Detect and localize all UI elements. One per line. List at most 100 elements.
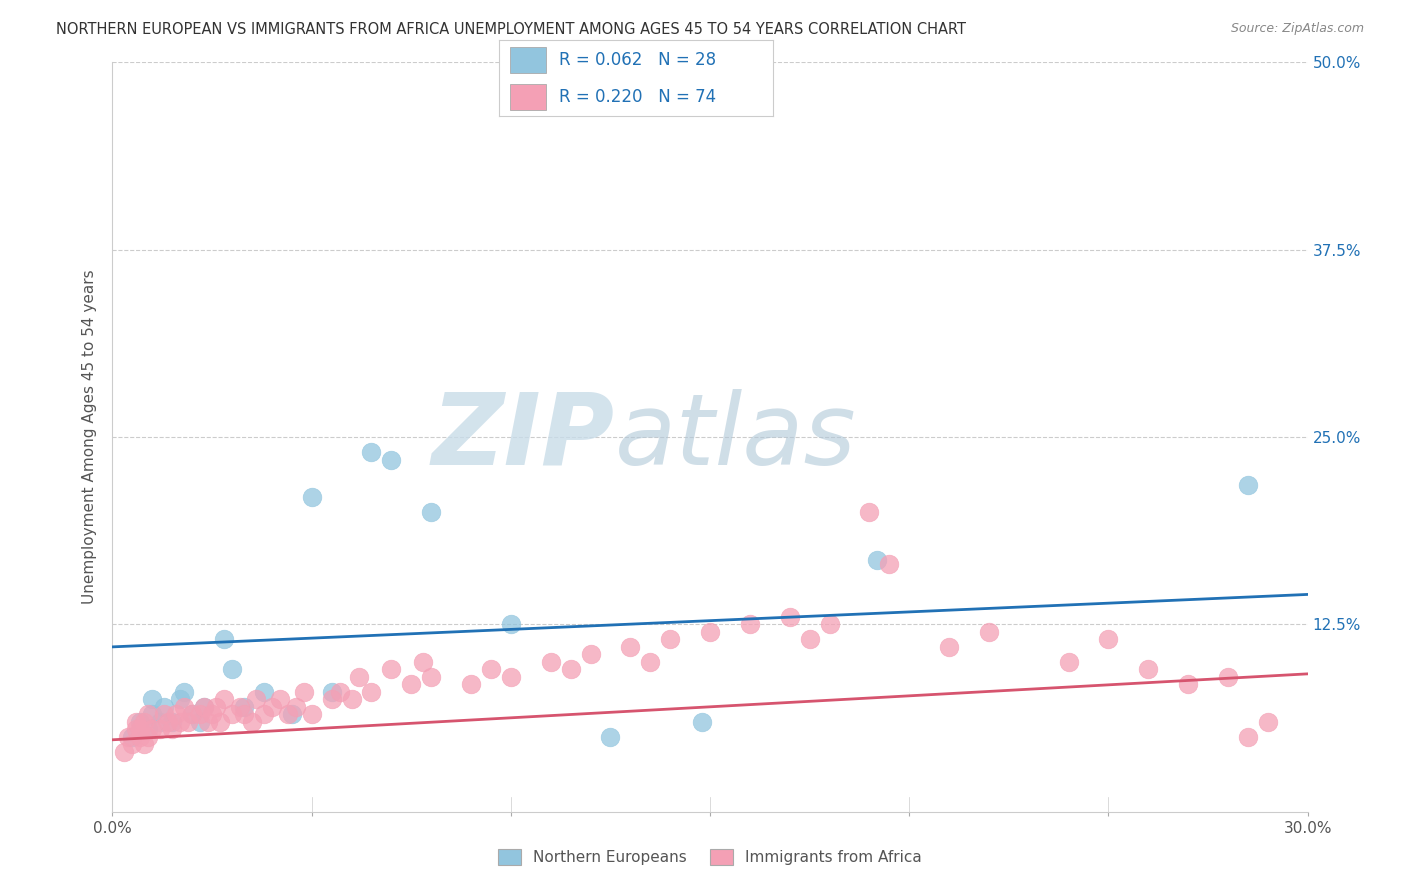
Point <box>129 730 152 744</box>
Point <box>114 745 135 759</box>
Point <box>245 692 267 706</box>
Point <box>1177 677 1199 691</box>
Point <box>125 714 148 729</box>
Point <box>1137 662 1160 676</box>
Text: R = 0.062   N = 28: R = 0.062 N = 28 <box>560 51 717 69</box>
Point <box>977 624 1000 639</box>
Point <box>284 699 307 714</box>
Point <box>799 632 821 647</box>
Point <box>138 730 160 744</box>
Point <box>129 714 152 729</box>
Point <box>141 723 163 737</box>
Point <box>233 707 256 722</box>
Point <box>499 670 522 684</box>
Point <box>1057 655 1080 669</box>
Text: Source: ZipAtlas.com: Source: ZipAtlas.com <box>1230 22 1364 36</box>
Point <box>269 692 291 706</box>
Point <box>221 707 243 722</box>
Point <box>301 707 323 722</box>
Point <box>460 677 482 691</box>
Point <box>277 707 299 722</box>
Point <box>281 707 304 722</box>
Point <box>420 505 443 519</box>
Point <box>253 707 276 722</box>
Point <box>1237 730 1260 744</box>
Text: atlas: atlas <box>614 389 856 485</box>
Point <box>560 662 582 676</box>
Point <box>640 655 662 669</box>
Point <box>221 662 243 676</box>
Point <box>779 610 801 624</box>
Point <box>321 692 343 706</box>
Point <box>818 617 841 632</box>
Point <box>1237 478 1260 492</box>
Point <box>201 707 224 722</box>
Point <box>212 632 235 647</box>
Point <box>260 699 283 714</box>
Point <box>149 723 172 737</box>
Point <box>134 737 156 751</box>
Point <box>193 699 215 714</box>
Point <box>121 737 143 751</box>
Point <box>209 714 232 729</box>
Point <box>169 692 191 706</box>
Point <box>321 685 343 699</box>
Point <box>738 617 761 632</box>
Legend: Northern Europeans, Immigrants from Africa: Northern Europeans, Immigrants from Afri… <box>492 843 928 871</box>
Point <box>229 699 252 714</box>
Point <box>129 723 152 737</box>
Point <box>162 714 183 729</box>
Point <box>149 714 172 729</box>
Point <box>619 640 641 654</box>
Point <box>1097 632 1119 647</box>
Point <box>117 730 139 744</box>
Point <box>479 662 502 676</box>
Point <box>329 685 352 699</box>
FancyBboxPatch shape <box>510 47 546 73</box>
Point <box>173 699 195 714</box>
Point <box>212 692 235 706</box>
Point <box>138 723 160 737</box>
Point <box>141 707 163 722</box>
Point <box>360 445 382 459</box>
Point <box>141 692 163 706</box>
Point <box>301 490 323 504</box>
Point <box>253 685 276 699</box>
Point <box>659 632 682 647</box>
Point <box>193 699 215 714</box>
Point <box>380 452 402 467</box>
Text: NORTHERN EUROPEAN VS IMMIGRANTS FROM AFRICA UNEMPLOYMENT AMONG AGES 45 TO 54 YEA: NORTHERN EUROPEAN VS IMMIGRANTS FROM AFR… <box>56 22 966 37</box>
Point <box>125 723 148 737</box>
Point <box>1216 670 1239 684</box>
Point <box>169 714 191 729</box>
Point <box>380 662 402 676</box>
Point <box>165 707 187 722</box>
Text: R = 0.220   N = 74: R = 0.220 N = 74 <box>560 88 717 106</box>
Point <box>699 624 721 639</box>
Point <box>240 714 263 729</box>
Point <box>153 699 176 714</box>
Point <box>340 692 363 706</box>
Point <box>1257 714 1279 729</box>
Point <box>540 655 562 669</box>
Point <box>205 699 228 714</box>
Point <box>349 670 371 684</box>
Point <box>197 714 219 729</box>
Point <box>412 655 434 669</box>
Point <box>499 617 522 632</box>
Point <box>181 707 204 722</box>
Point <box>173 685 195 699</box>
Point <box>188 714 211 729</box>
Point <box>858 505 880 519</box>
Point <box>177 714 200 729</box>
Point <box>162 723 183 737</box>
Point <box>401 677 423 691</box>
Point <box>420 670 443 684</box>
Point <box>866 553 889 567</box>
Point <box>134 714 156 729</box>
Point <box>938 640 960 654</box>
FancyBboxPatch shape <box>510 84 546 110</box>
Point <box>153 707 176 722</box>
Point <box>292 685 315 699</box>
Point <box>233 699 256 714</box>
